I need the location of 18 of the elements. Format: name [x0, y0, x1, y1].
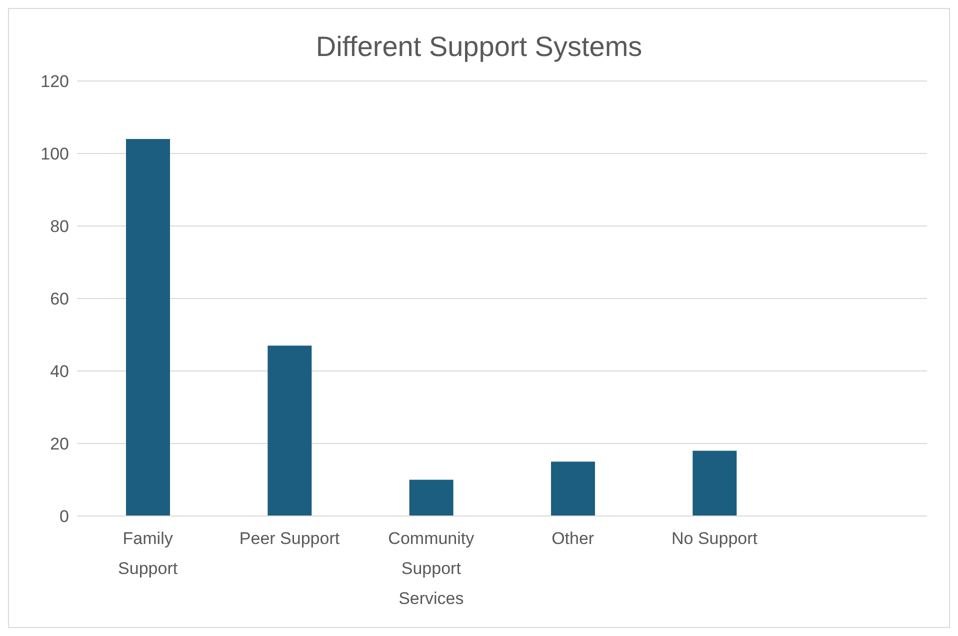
- bar: [268, 346, 312, 516]
- x-tick-label: Community Support Services: [388, 529, 475, 608]
- y-tick-label: 100: [40, 144, 69, 164]
- x-tick-label: Peer Support: [239, 529, 340, 548]
- y-tick-label: 40: [50, 362, 69, 382]
- bar: [126, 139, 170, 516]
- chart-title: Different Support Systems: [314, 31, 644, 64]
- x-tick-label: Family Support: [118, 529, 178, 578]
- bar: [409, 480, 454, 516]
- bar: [551, 462, 595, 516]
- y-tick-label: 60: [50, 290, 69, 309]
- bar: [692, 450, 737, 516]
- y-tick-label: 120: [40, 72, 69, 92]
- y-tick-label: 0: [60, 507, 69, 526]
- y-tick-label: 80: [50, 217, 69, 236]
- x-tick-label: Other: [552, 529, 594, 548]
- y-tick-label: 20: [50, 434, 69, 454]
- x-tick-label: No Support: [672, 529, 758, 548]
